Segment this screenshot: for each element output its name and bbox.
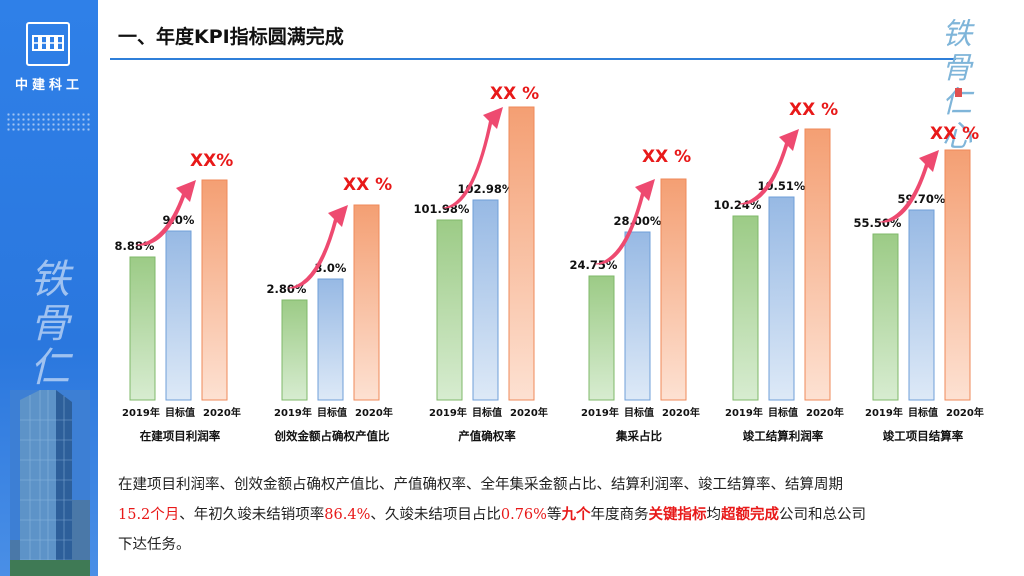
chart-6-category-label-1: 2019年 (865, 406, 903, 419)
chart-1-name: 在建项目利润率 (140, 429, 221, 443)
chart-2-data-label-2: 3.0% (315, 261, 347, 275)
chart-2-category-label-2: 目标值 (317, 406, 347, 419)
chart-3-growth-arrow-icon (442, 107, 503, 209)
chart-5-bar-3 (804, 128, 831, 401)
chart-4-category-label-3: 2020年 (662, 406, 700, 419)
chart-2-growth-arrow-icon (287, 205, 348, 289)
chart-4-bar-3 (660, 178, 687, 401)
chart-3-name: 产值确权率 (458, 429, 516, 443)
page-title: 一、年度KPI指标圆满完成 (118, 26, 344, 48)
chart-4-highlight-label: XX % (642, 147, 691, 167)
chart-1-highlight-label: XX% (190, 151, 233, 171)
chart-6-category-label-3: 2020年 (946, 406, 984, 419)
decorative-dot-pattern (6, 112, 92, 132)
chart-2-name: 创效金额占确权产值比 (274, 429, 390, 443)
chart-5-highlight-label: XX % (789, 100, 838, 120)
chart-4-bar-2 (624, 231, 651, 401)
sidebar: 中建科工 铁骨仁心 (0, 0, 98, 576)
chart-2-bar-3 (353, 204, 380, 401)
chart-1-growth-arrow-icon (135, 180, 196, 246)
summary-line-1: 在建项目利润率、创效金额占确权产值比、产值确权率、全年集采金额占比、结算利润率、… (118, 477, 843, 493)
chart-1-category-label-3: 2020年 (203, 406, 241, 419)
calligraphy-seal: 铁骨仁心 (942, 17, 972, 154)
chart-3-category-label-2: 目标值 (472, 406, 502, 419)
chart-2-category-label-1: 2019年 (274, 406, 312, 419)
chart-1-category-label-2: 目标值 (165, 406, 195, 419)
summary-count: 九个 (561, 506, 591, 523)
summary-exceeded: 超额完成 (720, 506, 779, 523)
chart-6-bar-1 (872, 233, 899, 401)
chart-4-data-label-2: 28.00% (614, 214, 662, 228)
summary-rate: 86.4% (324, 507, 371, 523)
summary-text-5: 均 (706, 507, 721, 523)
chart-4-growth-arrow-icon (594, 179, 655, 265)
chart-6-name: 竣工项目结算率 (883, 429, 964, 443)
chart-3-bar-3 (508, 106, 535, 401)
chart-6-highlight-label: XX % (930, 124, 979, 144)
chart-4-name: 集采占比 (615, 429, 662, 443)
chart-3-bar-1 (436, 219, 463, 401)
chart-5-category-label-3: 2020年 (806, 406, 844, 419)
chart-2-bar-1 (281, 299, 308, 401)
summary-period: 15.2个月 (118, 507, 180, 523)
chart-3-bar-2 (472, 199, 499, 401)
building-image (10, 390, 90, 576)
chart-3-highlight-label: XX % (490, 84, 539, 104)
chart-1-bar-3 (201, 179, 228, 401)
summary-text-6: 公司和总公司 (778, 507, 866, 523)
chart-2-highlight-label: XX % (343, 175, 392, 195)
chart-4-category-label-1: 2019年 (581, 406, 619, 419)
chart-6-bar-2 (908, 209, 935, 401)
summary-text-4: 年度商务 (590, 507, 649, 523)
seal-stamp-icon (955, 88, 962, 97)
company-logo (26, 22, 70, 66)
summary-line-3: 下达任务。 (118, 537, 191, 553)
summary-ratio: 0.76% (500, 507, 547, 523)
chart-1-bar-1 (129, 256, 156, 401)
summary-text-1: 、年初久竣未结销项率 (179, 507, 325, 523)
summary-text-3: 等 (546, 507, 562, 523)
chart-1-bar-2 (165, 230, 192, 401)
chart-3-category-label-3: 2020年 (510, 406, 548, 419)
chart-5-category-label-2: 目标值 (768, 406, 798, 419)
chart-6-data-label-2: 59.70% (898, 192, 946, 206)
chart-2-category-label-3: 2020年 (355, 406, 393, 419)
chart-2-bar-2 (317, 278, 344, 401)
summary-text-2: 、久竣未结项目占比 (370, 507, 501, 523)
chart-5-category-label-1: 2019年 (725, 406, 763, 419)
title-divider (110, 58, 956, 60)
chart-5-bar-1 (732, 215, 759, 401)
chart-1-category-label-1: 2019年 (122, 406, 160, 419)
cscec-logo-icon (32, 35, 64, 51)
chart-4-category-label-2: 目标值 (624, 406, 654, 419)
company-name: 中建科工 (14, 78, 83, 93)
summary-text: 在建项目利润率、创效金额占确权产值比、产值确权率、全年集采金额占比、结算利润率、… (118, 470, 988, 560)
chart-3-category-label-1: 2019年 (429, 406, 467, 419)
chart-6-category-label-2: 目标值 (908, 406, 938, 419)
summary-key-indicators: 关键指标 (648, 506, 707, 523)
chart-4-bar-1 (588, 275, 615, 401)
chart-6-bar-3 (944, 149, 971, 401)
chart-6-growth-arrow-icon (878, 150, 939, 223)
chart-5-name: 竣工结算利润率 (743, 429, 824, 443)
chart-3-data-label-1: 101.98% (414, 202, 470, 216)
chart-5-bar-2 (768, 196, 795, 401)
chart-5-growth-arrow-icon (738, 129, 799, 205)
